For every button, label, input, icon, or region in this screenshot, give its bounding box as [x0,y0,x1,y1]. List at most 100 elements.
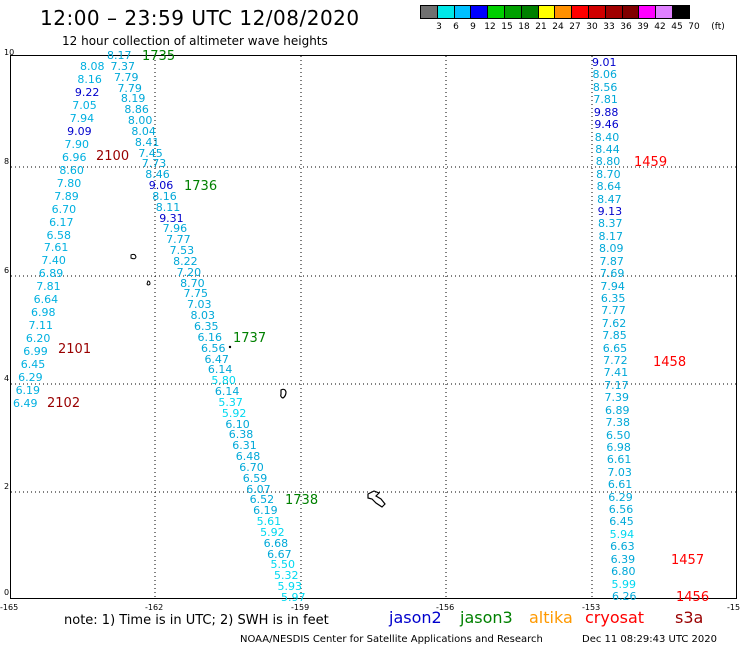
wave-height-label: 6.07 [246,482,271,496]
wave-height-label: 6.17 [49,215,74,229]
page-title: 12:00 – 23:59 UTC 12/08/2020 [40,6,360,30]
page-subtitle: 12 hour collection of altimeter wave hei… [62,34,328,48]
wave-height-label: 5.32 [274,569,299,583]
wave-height-label: 6.31 [232,439,257,453]
wave-height-label: 8.11 [155,200,181,214]
wave-height-label: 7.45 [138,146,163,160]
wave-height-label: 7.03 [607,465,632,479]
wave-height-label: 6.96 [61,150,87,164]
wave-height-label: 7.62 [601,316,627,330]
x-tick-label: -162 [145,603,164,612]
footer-credit: NOAA/NESDIS Center for Satellite Applica… [240,634,543,645]
wave-height-label: 5.93 [277,580,303,594]
wave-height-label: 7.40 [41,254,66,268]
legend-label: 12 [484,22,496,32]
wave-height-label: 7.81 [36,280,61,294]
wave-height-label: 6.52 [249,493,275,507]
wave-height-label: 8.44 [595,142,620,156]
footer-note: note: 1) Time is in UTC; 2) SWH is in fe… [64,613,329,628]
island-shape [228,345,232,349]
satellite-legend-item: cryosat [585,608,645,627]
wave-height-label: 6.29 [608,490,633,504]
legend-label: 15 [501,22,513,32]
y-tick-label: 10 [4,48,15,57]
island-shape [367,490,386,508]
wave-height-label: 5.50 [270,558,296,572]
pass-time-label: 1456 [676,590,710,605]
pass-time-label: 1737 [233,331,267,346]
x-tick-label: -150 [727,603,740,612]
wave-height-label: 8.17 [107,49,132,62]
wave-height-label: 7.94 [69,111,95,125]
wave-height-label: 6.89 [38,267,64,281]
y-tick-label: 2 [4,482,10,491]
grid-lines [11,56,736,598]
wave-height-label: 7.61 [43,241,69,255]
wave-height-label: 6.35 [194,320,219,333]
wave-height-label: 8.40 [594,130,620,144]
wave-height-label: 5.97 [281,591,306,604]
wave-height-label: 6.19 [253,504,278,518]
wave-height-label: 7.72 [603,354,628,368]
wave-height-label: 8.16 [77,72,102,86]
wave-height-label: 7.89 [54,189,79,203]
legend-label: 36 [620,22,632,32]
wave-height-label: 7.20 [176,265,202,279]
wave-height-label: 6.26 [612,590,637,603]
wave-height-label: 7.53 [169,244,195,258]
wave-height-label: 6.64 [33,293,59,307]
wave-height-label: 8.16 [152,189,177,203]
wave-height-label: 6.99 [23,345,48,359]
wave-height-label: 6.38 [228,428,254,442]
wave-height-label: 6.10 [225,417,250,431]
wave-height-label: 6.59 [242,471,268,485]
wave-height-label: 8.46 [145,168,170,182]
wave-height-label: 8.06 [592,68,617,82]
wave-height-label: 6.98 [31,306,56,320]
wave-height-label: 6.63 [610,540,635,554]
wave-height-label: 5.92 [221,406,247,420]
x-tick-label: -165 [0,603,19,612]
wave-height-label: 6.68 [263,536,289,550]
pass-time-label: 1459 [634,155,668,170]
wave-height-label: 5.61 [256,515,282,529]
wave-height-label: 7.39 [604,391,630,405]
wave-height-label: 7.37 [110,59,135,73]
wave-height-label: 6.80 [611,565,636,579]
wave-height-label: 7.85 [602,329,627,343]
pass-time-label: 1736 [184,179,218,194]
color-legend-labels: 3 6 9 12 15 18 21 24 27 30 33 36 39 42 45 70 (ft) [420,22,740,34]
wave-height-label: 7.79 [117,81,142,95]
wave-height-label: 6.16 [197,330,222,344]
wave-height-label: 7.38 [605,416,630,430]
wave-height-label: 8.41 [134,135,160,149]
wave-height-label: 6.70 [239,460,264,474]
wave-height-label: 6.14 [214,385,240,399]
wave-height-label: 6.61 [607,478,633,492]
wave-height-label: 5.80 [211,374,236,388]
wave-height-label: 7.87 [599,254,624,268]
y-tick-label: 8 [4,157,10,166]
wave-height-label: 6.47 [204,352,229,366]
wave-height-label: 7.69 [599,267,625,281]
pass-time-label: 1735 [142,49,176,64]
legend-label: 24 [552,22,564,32]
wave-height-label: 7.94 [600,279,625,293]
y-tick-label: 6 [4,266,10,275]
legend-label: 30 [586,22,598,32]
x-tick-label: -159 [291,603,310,612]
legend-label: 3 [436,22,442,32]
wave-height-label: 5.92 [260,525,285,539]
wave-height-label: 6.48 [235,450,261,464]
wave-height-label: 7.17 [604,378,629,392]
wave-height-label: 7.96 [162,222,188,236]
wave-height-label: 6.56 [200,341,226,355]
wave-height-label: 7.03 [187,298,212,312]
wave-height-label: 8.86 [124,103,149,117]
wave-height-label: 6.29 [18,371,43,385]
wave-height-label: 7.90 [64,137,90,151]
satellite-legend-item: jason3 [460,608,513,627]
legend-label: 45 [671,22,683,32]
wave-height-label: 6.49 [13,397,38,410]
